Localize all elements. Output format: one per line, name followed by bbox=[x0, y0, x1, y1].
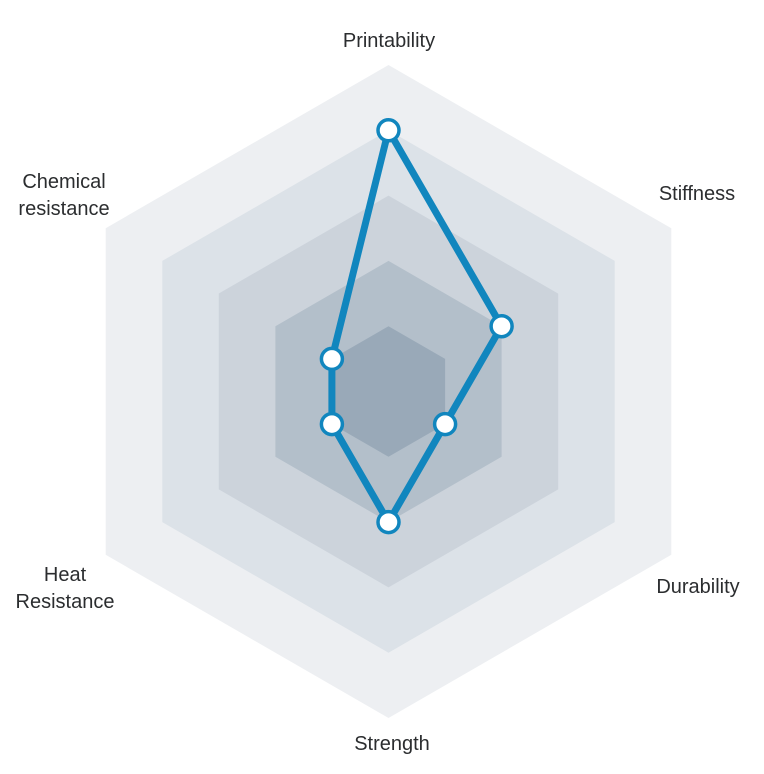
axis-label-strength: Strength bbox=[354, 733, 430, 755]
data-point-marker-printability bbox=[376, 118, 401, 143]
data-point-marker-durability bbox=[432, 411, 458, 437]
data-point-marker-heat-resistance bbox=[319, 411, 345, 437]
data-point-marker-stiffness bbox=[489, 313, 514, 339]
grid-ring-1 bbox=[331, 326, 446, 457]
axis-label-heat-resistance: Heat Resistance bbox=[16, 564, 115, 613]
axis-label-durability: Durability bbox=[656, 576, 739, 598]
axis-label-stiffness: Stiffness bbox=[659, 183, 735, 205]
axis-label-chemical-resistance: Chemical resistance bbox=[18, 171, 109, 220]
data-point-marker-strength bbox=[376, 509, 401, 535]
data-point-marker-chemical-resistance bbox=[319, 346, 345, 372]
axis-label-printability: Printability bbox=[343, 30, 435, 52]
